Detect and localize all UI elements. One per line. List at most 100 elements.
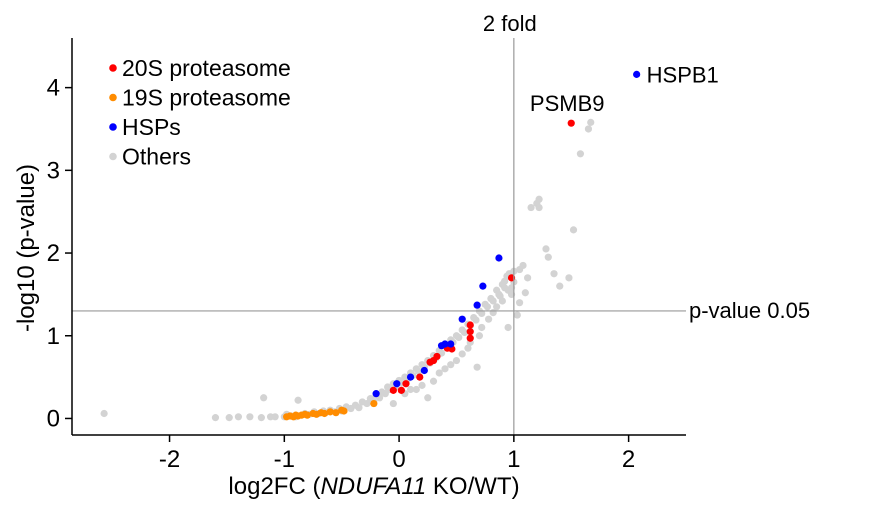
data-point (100, 409, 108, 418)
data-point (355, 404, 363, 412)
legend-label: HSPs (122, 114, 181, 140)
data-point (489, 297, 497, 305)
data-points (100, 70, 641, 422)
data-point (406, 373, 415, 381)
x-axis-ticks: -2 -1 0 1 2 (159, 435, 635, 473)
data-point (303, 411, 311, 419)
y-tick-label: 2 (47, 240, 60, 267)
legend-marker (109, 93, 117, 102)
annotation-label: PSMB9 (530, 91, 605, 116)
data-point (402, 380, 410, 388)
data-point (340, 407, 348, 415)
data-point (478, 323, 486, 332)
data-point (513, 311, 521, 319)
data-point (535, 203, 543, 212)
data-point (458, 315, 466, 323)
data-point (381, 390, 389, 398)
y-tick-label: 0 (47, 405, 60, 432)
data-point (372, 390, 380, 398)
legend-marker (109, 64, 117, 72)
data-point (495, 254, 503, 262)
data-point (473, 301, 481, 309)
data-point (370, 399, 378, 408)
data-point (458, 350, 466, 358)
data-point (455, 333, 463, 342)
data-point (452, 356, 461, 365)
legend-label: 19S proteasome (122, 85, 291, 111)
data-point (447, 340, 455, 348)
data-point (556, 282, 564, 290)
data-point (433, 352, 441, 361)
data-point (521, 289, 529, 297)
legend-label: Others (122, 144, 191, 170)
x-tick-label: -2 (159, 446, 180, 473)
data-point (466, 321, 474, 329)
x-tick-label: 1 (507, 446, 520, 473)
data-point (515, 299, 524, 307)
annotation-label: HSPB1 (647, 62, 719, 87)
data-point (418, 381, 426, 389)
data-point (550, 270, 558, 278)
data-point (416, 373, 424, 381)
data-point (485, 315, 493, 323)
data-point (567, 119, 575, 127)
data-point (414, 367, 423, 375)
p-value-threshold-label: p-value 0.05 (689, 298, 810, 323)
data-point (475, 332, 484, 340)
data-point (234, 413, 243, 421)
data-point (393, 380, 401, 388)
data-point (576, 150, 585, 158)
data-point (332, 409, 340, 417)
data-point (489, 308, 497, 317)
data-point (565, 274, 573, 282)
y-tick-label: 1 (47, 323, 60, 350)
legend-label: 20S proteasome (122, 55, 291, 81)
data-point (493, 303, 501, 311)
data-point (569, 226, 578, 234)
data-point (389, 399, 397, 408)
data-point (429, 377, 438, 385)
data-point (257, 414, 265, 422)
data-point (389, 386, 397, 394)
data-point (435, 369, 443, 377)
data-point (397, 386, 405, 394)
fold-change-threshold-label: 2 fold (483, 11, 537, 36)
data-point (483, 303, 492, 311)
data-point (464, 344, 472, 352)
data-point (466, 334, 474, 342)
data-point (479, 282, 487, 290)
data-point (535, 195, 543, 203)
data-point (633, 70, 641, 78)
data-point (424, 394, 432, 402)
data-point (412, 385, 420, 394)
data-point (260, 394, 268, 402)
y-tick-label: 3 (47, 157, 60, 184)
data-point (519, 261, 527, 270)
data-point (501, 277, 509, 285)
legend-marker (109, 152, 117, 161)
data-point (527, 203, 535, 212)
data-point (524, 274, 532, 282)
y-axis-label: -log10 (p-value) (13, 164, 40, 332)
data-point (406, 385, 415, 394)
data-point (472, 316, 480, 324)
data-point (246, 413, 254, 421)
data-point (466, 328, 474, 336)
data-point (320, 409, 329, 418)
data-point (271, 413, 279, 421)
legend-marker (109, 123, 117, 131)
data-point (542, 245, 550, 253)
data-point (294, 396, 302, 404)
data-point (441, 365, 449, 373)
data-point (460, 328, 469, 337)
point-annotations: HSPB1 PSMB9 (530, 62, 719, 116)
x-tick-label: 2 (622, 446, 635, 473)
x-axis-label: log2FC (NDUFA11 KO/WT) (228, 473, 519, 500)
data-point (504, 323, 512, 332)
data-point (478, 309, 486, 318)
data-point (496, 292, 504, 300)
data-point (584, 125, 593, 133)
data-point (587, 118, 595, 126)
data-point (447, 361, 455, 369)
